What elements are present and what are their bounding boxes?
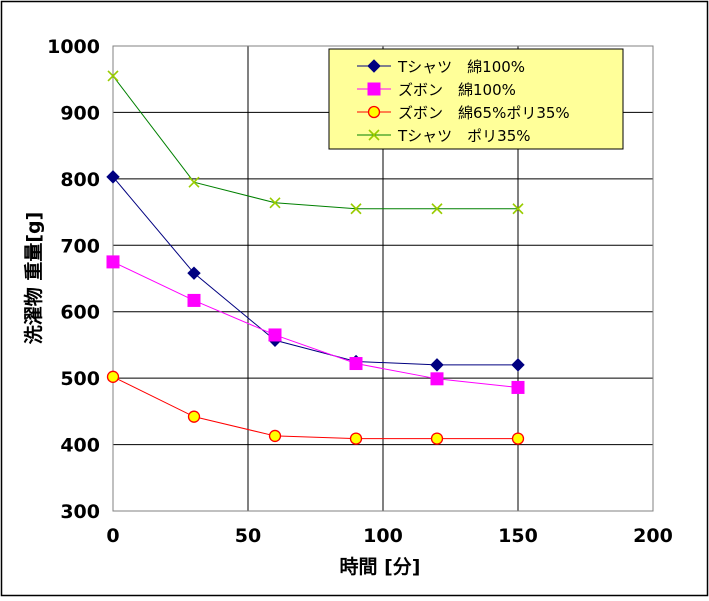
data-point (350, 203, 362, 215)
y-tick-label: 500 (60, 368, 100, 390)
legend-label: ズボン 綿65%ポリ35% (398, 104, 570, 122)
legend-label: Tシャツ 綿100% (397, 58, 525, 76)
data-point (430, 372, 444, 386)
legend-label: ズボン 綿100% (398, 81, 516, 99)
data-point (349, 357, 363, 371)
data-point (430, 432, 444, 445)
legend-marker (367, 59, 381, 73)
legend-item: ズボン 綿100% (357, 81, 516, 99)
y-tick-label: 1000 (47, 36, 100, 58)
y-tick-label: 900 (60, 102, 100, 124)
data-series (106, 70, 525, 445)
series-line (112, 261, 519, 388)
data-point (430, 358, 444, 372)
data-point (431, 203, 443, 215)
series-2 (106, 255, 525, 394)
y-tick-label: 400 (60, 435, 100, 457)
data-point (349, 432, 363, 445)
data-point (188, 176, 200, 188)
data-point (268, 328, 282, 342)
legend-items: Tシャツ 綿100% ズボン 綿100% ズボン 綿65%ポリ35% Tシャツ ポリ3… (357, 58, 570, 145)
y-tick-label: 300 (60, 501, 100, 523)
series-line (112, 75, 518, 210)
data-point (269, 197, 281, 209)
x-tick-label: 100 (363, 525, 403, 547)
legend-item: ズボン 綿65%ポリ35% (357, 104, 570, 122)
data-point (106, 170, 120, 184)
tick-labels: 300 400 500 600 700 800 900 1000 0 50 100 150 200 (47, 36, 673, 547)
legend-marker (367, 82, 381, 96)
data-point (268, 429, 282, 443)
x-tick-label: 150 (498, 525, 538, 547)
legend-label: Tシャツ ポリ35% (397, 127, 531, 145)
x-tick-label: 0 (106, 525, 119, 547)
y-tick-label: 600 (60, 302, 100, 324)
y-axis-title: 洗濯物 重量[g] (22, 212, 45, 345)
legend-item: Tシャツ ポリ35% (357, 127, 531, 145)
legend: Tシャツ 綿100% ズボン 綿100% ズボン 綿65%ポリ35% Tシャツ ポリ3… (328, 48, 624, 150)
data-point (511, 432, 525, 445)
data-point (106, 370, 120, 383)
data-point (187, 266, 201, 280)
legend-item: Tシャツ 綿100% (357, 58, 525, 76)
data-point (187, 410, 201, 423)
y-tick-label: 800 (60, 169, 100, 191)
legend-marker (367, 105, 381, 119)
series-line (112, 176, 518, 366)
x-tick-label: 50 (235, 525, 261, 547)
series-4 (107, 70, 524, 215)
data-point (511, 380, 525, 394)
x-tick-label: 200 (633, 525, 673, 547)
plot-area-frame (112, 45, 654, 512)
data-point (106, 255, 120, 269)
data-point (511, 358, 525, 372)
series-3 (106, 370, 525, 445)
data-point (107, 70, 119, 82)
y-tick-label: 700 (60, 235, 100, 257)
series-line (112, 376, 518, 440)
legend-marker (368, 129, 380, 141)
data-point (187, 293, 201, 307)
data-point (512, 203, 524, 215)
x-axis-title: 時間 [分] (340, 556, 421, 578)
